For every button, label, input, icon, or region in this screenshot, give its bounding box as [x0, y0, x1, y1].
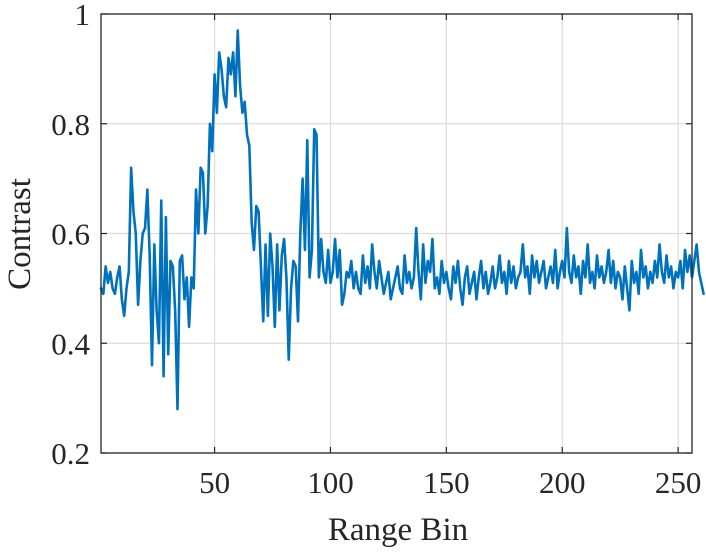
y-axis-title: Contrast [2, 178, 38, 290]
x-tick-label: 200 [539, 465, 586, 500]
y-tick-label: 0.4 [51, 326, 90, 361]
y-tick-label: 0.6 [51, 217, 90, 252]
tick-labels: 50 100 150 200 250 0.2 0.4 0.6 0.8 1 [51, 0, 701, 500]
x-tick-label: 100 [307, 465, 354, 500]
x-tick-label: 50 [199, 465, 230, 500]
series-group [99, 29, 705, 411]
x-tick-label: 150 [423, 465, 470, 500]
y-tick-label: 0.2 [51, 436, 90, 471]
series-line [99, 29, 705, 411]
grid-lines [101, 13, 692, 454]
axes-frame [100, 13, 693, 454]
x-axis-title: Range Bin [328, 512, 468, 548]
x-tick-label: 250 [655, 465, 702, 500]
y-tick-label: 0.8 [51, 107, 90, 142]
y-tick-label: 1 [75, 0, 91, 32]
